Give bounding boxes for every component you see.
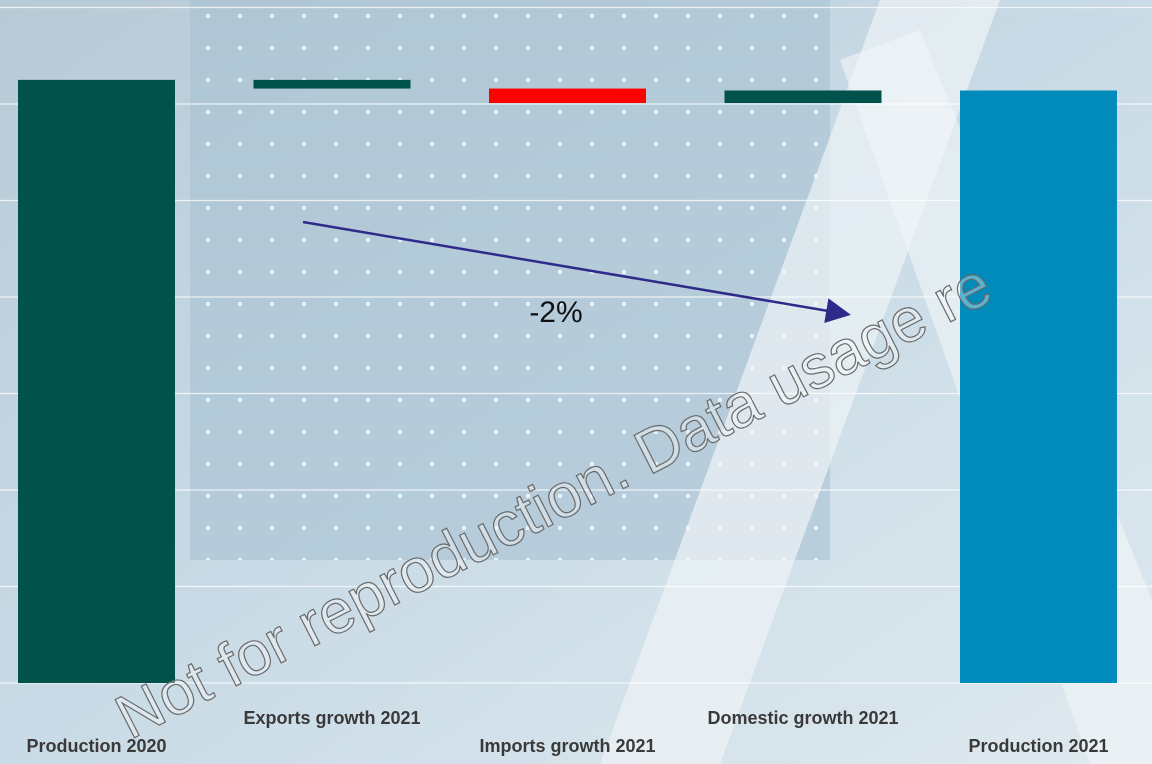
bar (18, 79, 175, 683)
x-tick-label: Production 2020 (26, 736, 166, 756)
bar (253, 79, 411, 89)
x-tick-label: Imports growth 2021 (479, 736, 655, 756)
x-tick-label: Production 2021 (968, 736, 1108, 756)
bar (489, 88, 646, 104)
bars (18, 79, 1117, 684)
labels: Production 2020 Exports growth 2021 Import… (26, 708, 1108, 756)
bar (724, 90, 882, 104)
x-tick-label: Exports growth 2021 (243, 708, 420, 728)
annotation: -2% (529, 296, 582, 329)
x-tick-label: Domestic growth 2021 (707, 708, 898, 728)
bar (960, 90, 1117, 684)
arrow (302, 220, 851, 323)
